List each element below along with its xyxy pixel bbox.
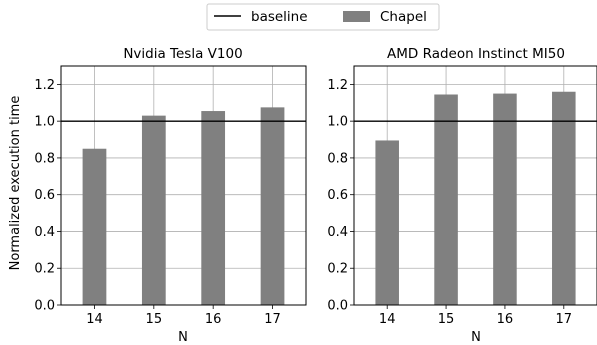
panel-title: Nvidia Tesla V100: [123, 46, 242, 62]
bar-17: [260, 107, 285, 305]
x-axis-title: N: [471, 330, 481, 345]
x-axis-title: N: [178, 330, 188, 345]
bar-16: [493, 93, 517, 305]
y-tick-label: 0.0: [327, 299, 348, 314]
panel-nvidia-tesla-v100: Nvidia Tesla V100 14 15 16 17 0.0 0.2 0.4 0.6 0.…: [34, 46, 307, 345]
bar-15: [141, 115, 166, 305]
bar-17: [552, 91, 576, 305]
y-tick-label: 1.0: [34, 115, 55, 130]
y-tick-label: 0.4: [327, 225, 348, 240]
y-tick-label: 0.8: [34, 151, 55, 166]
y-tick-label: 0.0: [34, 299, 55, 314]
y-tick-label: 0.4: [34, 225, 55, 240]
panel-amd-radeon-instinct-mi50: AMD Radeon Instinct MI50 14 15 16 17 0.0 0.2 0…: [327, 46, 597, 345]
y-tick-label: 1.2: [327, 78, 348, 93]
legend-chapel-swatch: [343, 11, 370, 22]
y-tick-label: 0.2: [327, 262, 348, 277]
legend: baseline Chapel: [206, 3, 440, 31]
legend-frame: [206, 3, 440, 31]
y-tick-label: 0.6: [327, 188, 348, 203]
y-tick-label: 1.2: [34, 78, 55, 93]
y-tick-label: 0.2: [34, 262, 55, 277]
x-tick-label: 14: [86, 312, 103, 327]
bar-15: [434, 94, 458, 305]
y-tick-label: 1.0: [327, 115, 348, 130]
bar-14: [82, 148, 107, 305]
x-tick-label: 16: [497, 312, 514, 327]
plot-frame: [60, 65, 307, 306]
bar-14: [375, 140, 399, 305]
legend-baseline-label: baseline: [251, 9, 308, 25]
y-axis-title: Normalized execution time: [8, 96, 23, 271]
x-tick-label: 14: [379, 312, 396, 327]
x-tick-label: 15: [438, 312, 455, 327]
x-tick-label: 17: [264, 312, 281, 327]
y-tick-label: 0.6: [34, 188, 55, 203]
x-tick-label: 15: [146, 312, 163, 327]
plot-frame: [353, 65, 597, 306]
legend-chapel-label: Chapel: [380, 9, 427, 25]
panel-title: AMD Radeon Instinct MI50: [387, 46, 565, 62]
y-tick-label: 0.8: [327, 151, 348, 166]
bar-16: [201, 111, 226, 306]
x-tick-label: 17: [556, 312, 573, 327]
x-tick-label: 16: [205, 312, 222, 327]
